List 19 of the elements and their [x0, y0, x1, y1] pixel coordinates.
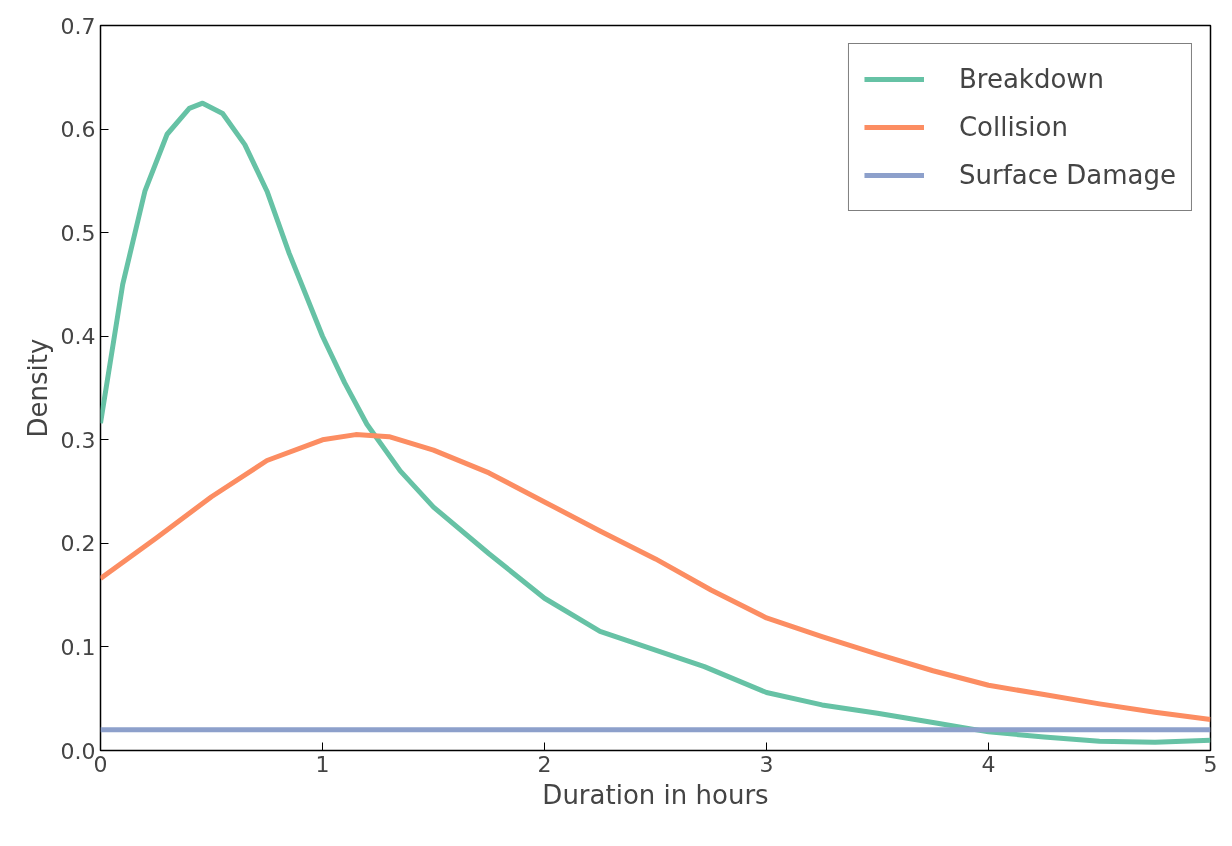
y-tick-label: 0.6 — [60, 117, 96, 143]
legend-label: Surface Damage — [958, 160, 1176, 190]
legend-label: Breakdown — [958, 64, 1105, 94]
y-tick-label: 0.3 — [60, 427, 96, 453]
x-tick-label: 4 — [981, 751, 996, 777]
legend-label: Collision — [958, 112, 1068, 142]
y-axis-title: Density — [22, 338, 53, 438]
x-tick-label: 3 — [759, 751, 774, 777]
x-tick-label: 1 — [315, 751, 330, 777]
y-tick-label: 0.1 — [60, 634, 96, 660]
y-tick-label: 0.0 — [60, 738, 96, 764]
x-tick-label: 5 — [1203, 751, 1218, 777]
x-axis-title: Duration in hours — [542, 779, 769, 810]
y-tick-label: 0.7 — [60, 13, 96, 39]
y-tick-label: 0.2 — [60, 531, 96, 557]
y-tick-label: 0.4 — [60, 324, 96, 350]
x-tick-label: 0 — [93, 751, 108, 777]
y-tick-label: 0.5 — [60, 220, 96, 246]
x-tick-label: 2 — [537, 751, 552, 777]
